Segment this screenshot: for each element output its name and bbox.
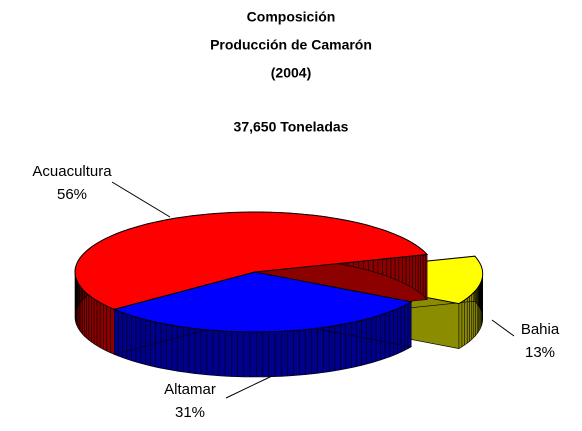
slice xyxy=(74,211,429,310)
chart-title: Composición xyxy=(247,9,336,25)
slice-label: Altamar xyxy=(164,381,216,398)
value-label: 31% xyxy=(175,404,205,421)
slice xyxy=(112,271,413,333)
slice-label: Bahia xyxy=(521,321,560,338)
slice-label: Acuacultura xyxy=(32,163,112,180)
chart-title: (2004) xyxy=(271,65,311,81)
value-label: 56% xyxy=(57,186,87,203)
chart-subtitle: 37,650 Toneladas xyxy=(234,119,349,135)
leader-line xyxy=(111,181,171,218)
chart-title: Producción de Camarón xyxy=(210,37,372,53)
leader-line xyxy=(491,319,515,337)
leader-line xyxy=(225,375,273,399)
value-label: 13% xyxy=(525,344,555,361)
